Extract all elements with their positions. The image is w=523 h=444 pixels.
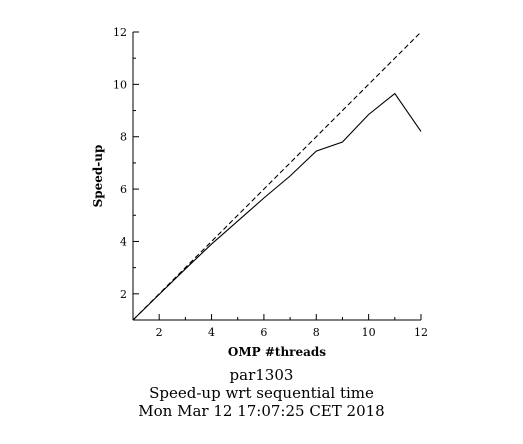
- ideal-speedup-line: [132, 31, 422, 321]
- caption-description: Speed-up wrt sequential time: [149, 384, 374, 402]
- x-tick-label: 6: [260, 326, 267, 339]
- measured-speedup-line: [132, 92, 422, 321]
- x-axis-title: OMP #threads: [228, 345, 326, 359]
- x-tick-label: 10: [362, 326, 376, 339]
- axes: [132, 32, 421, 321]
- y-tick-label: 2: [120, 288, 127, 301]
- x-tick-label: 12: [414, 326, 428, 339]
- series-layer: [132, 31, 422, 321]
- caption-machine: par1303: [229, 366, 294, 384]
- x-tick-label: 4: [208, 326, 215, 339]
- caption-timestamp: Mon Mar 12 17:07:25 CET 2018: [138, 402, 385, 420]
- y-tick-label: 6: [120, 183, 127, 196]
- x-tick-label: 2: [156, 326, 163, 339]
- y-axis-title: Speed-up: [91, 145, 105, 208]
- x-tick-label: 8: [313, 326, 320, 339]
- ticks: 2 4 6 8 10 12 2 4 6 8 10 12: [113, 26, 428, 339]
- y-tick-label: 4: [120, 235, 127, 248]
- y-tick-label: 12: [113, 26, 127, 39]
- y-tick-label: 8: [120, 131, 127, 144]
- y-tick-label: 10: [113, 78, 127, 91]
